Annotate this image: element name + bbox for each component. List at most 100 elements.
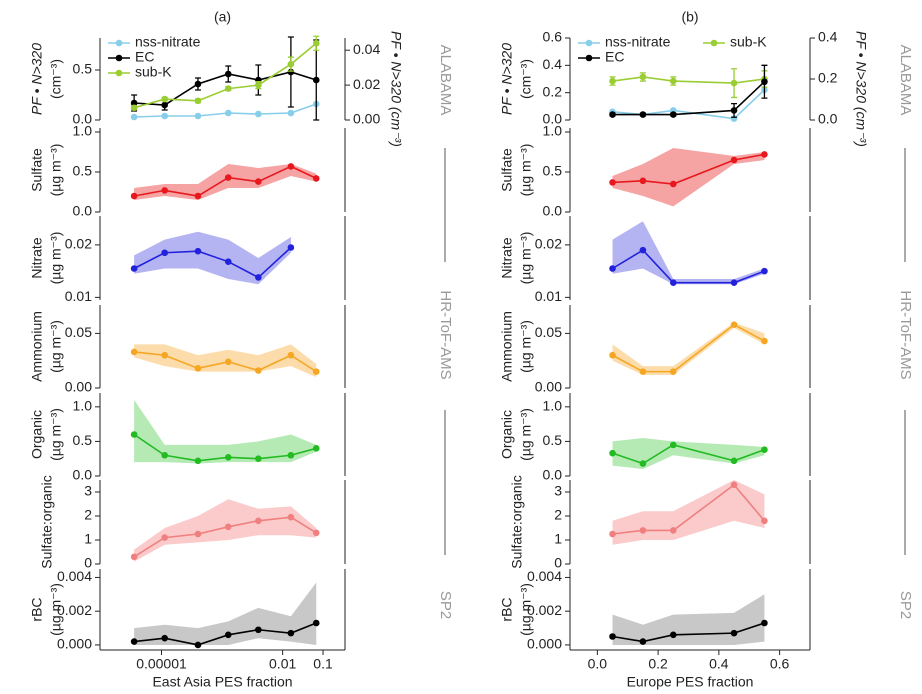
legend-label: nss-nitrate [135, 34, 201, 50]
y-axis-label: (µg m⁻³) [518, 320, 534, 373]
data-point [730, 156, 738, 164]
y-axis-label: (cm⁻³) [518, 59, 534, 99]
x-tick-label: 0.6 [770, 656, 790, 672]
y-tick-label: 0.5 [543, 163, 563, 179]
data-point [287, 451, 295, 459]
data-point [161, 634, 168, 642]
y-axis-label: (µg m⁻³) [48, 320, 64, 373]
y-axis-label: Nitrate [499, 237, 515, 278]
data-point [194, 457, 202, 465]
data-point [194, 247, 202, 255]
y-tick-label: 1.0 [543, 123, 563, 139]
data-point [224, 85, 232, 92]
data-point [761, 446, 768, 454]
legend-marker [115, 54, 123, 62]
data-point [730, 79, 738, 87]
data-point [255, 81, 262, 89]
y2-tick-label: 0.2 [818, 70, 838, 86]
data-point [609, 530, 616, 538]
data-point [639, 368, 647, 375]
y-tick-label: 1.0 [73, 123, 93, 139]
data-point [194, 365, 202, 372]
data-point [761, 267, 768, 275]
legend-label: sub-K [730, 34, 767, 50]
data-point [255, 517, 262, 525]
data-point [609, 77, 616, 85]
series-line [612, 76, 765, 84]
data-point [224, 631, 232, 639]
side-label: SP2 [897, 591, 914, 619]
data-point [255, 110, 262, 118]
y-tick-label: 0.2 [543, 83, 563, 99]
legend-label: sub-K [135, 64, 172, 80]
data-point [161, 451, 168, 459]
range-band [612, 480, 765, 545]
legend-marker [585, 39, 593, 47]
y-axis-label: Organic [499, 410, 515, 459]
data-point [130, 104, 138, 112]
data-point [194, 530, 202, 538]
data-point [161, 95, 168, 103]
y-axis-label: Ammonium [29, 311, 45, 382]
y2-tick-label: 0.04 [353, 41, 380, 57]
data-point [609, 351, 616, 359]
data-point [224, 454, 232, 461]
y-axis-label: (µg m⁻³) [48, 583, 64, 636]
y-tick-label: 0.0 [73, 203, 93, 219]
data-point [287, 68, 295, 76]
y-tick-label: 0.4 [543, 56, 563, 72]
y-tick-label: 1 [554, 531, 562, 547]
side-label: HR-ToF-AMS [437, 290, 454, 379]
x-tick-label: 0.00001 [136, 656, 187, 672]
y-tick-label: 0.05 [535, 324, 562, 340]
y-tick-label: 0.000 [57, 636, 92, 652]
y-axis-label: PF • N>320 [29, 43, 45, 115]
y2-axis-label: PF • N>320 (cm⁻³) [388, 31, 404, 147]
side-label: ALABAMA [437, 45, 454, 116]
data-point [312, 619, 320, 627]
data-point [161, 351, 168, 359]
y-axis-label: (µg m⁻³) [518, 583, 534, 636]
x-axis-label: East Asia PES fraction [152, 674, 292, 690]
panel-title: (a) [214, 9, 231, 25]
data-point [609, 265, 616, 272]
data-point [161, 249, 168, 257]
data-point [761, 619, 768, 627]
range-band [134, 582, 317, 645]
data-point [287, 351, 295, 359]
data-point [130, 553, 138, 561]
data-point [130, 192, 138, 200]
legend-label: EC [135, 49, 154, 65]
y2-axis-label: PF • N>320 (cm⁻³) [853, 31, 869, 147]
data-point [730, 321, 738, 328]
side-label: HR-ToF-AMS [897, 290, 914, 379]
y-tick-label: 0.01 [65, 288, 92, 304]
side-label: ALABAMA [897, 45, 914, 116]
y-axis-label: Sulfate [29, 148, 45, 192]
x-axis-label: Europe PES fraction [627, 674, 754, 690]
y-axis-label: Sulfate:organic [39, 475, 55, 568]
y-tick-label: 0.0 [543, 467, 563, 483]
y-tick-label: 0.05 [65, 324, 92, 340]
data-point [669, 111, 677, 118]
legend-marker [710, 39, 718, 47]
data-point [130, 113, 138, 121]
data-point [639, 246, 647, 254]
y-tick-label: 0.00 [65, 379, 92, 395]
y2-tick-label: 0.0 [818, 111, 838, 127]
y-tick-label: 0.000 [527, 636, 562, 652]
data-point [639, 111, 647, 118]
data-point [287, 629, 295, 637]
data-point [730, 629, 738, 637]
data-point [255, 274, 262, 281]
data-point [312, 529, 320, 537]
y-tick-label: 0.5 [73, 61, 93, 77]
y-axis-label: Nitrate [29, 237, 45, 278]
data-point [639, 527, 647, 534]
y-tick-label: 3 [84, 483, 92, 499]
data-point [194, 97, 202, 105]
data-point [224, 258, 232, 265]
y-tick-label: 2 [554, 507, 562, 523]
data-point [761, 517, 768, 525]
